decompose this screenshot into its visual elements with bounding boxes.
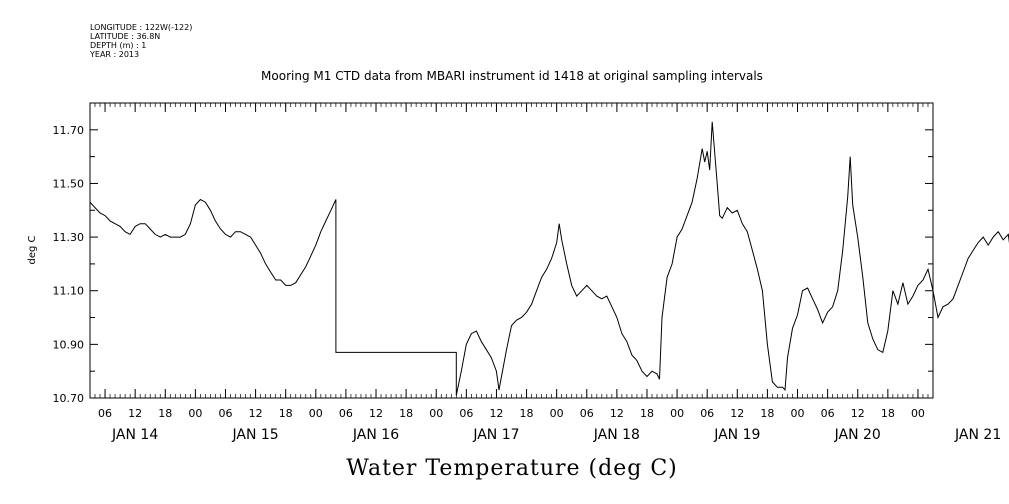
header-info: LONGITUDE : 122W(-122) LATITUDE : 36.8N … [89, 23, 192, 59]
x-hour-label: 18 [640, 407, 654, 420]
series-group [89, 121, 1009, 396]
x-hour-label: 00 [188, 407, 202, 420]
x-hour-label: 12 [489, 407, 503, 420]
x-hour-label: 00 [791, 407, 805, 420]
x-hour-label: 06 [339, 407, 353, 420]
x-axis-label: Water Temperature (deg C) [346, 456, 678, 481]
x-hour-label: 06 [700, 407, 714, 420]
x-hour-label: 18 [881, 407, 895, 420]
x-day-label: JAN 19 [713, 427, 760, 443]
header-year: YEAR : 2013 [89, 50, 139, 59]
x-hour-label: 00 [309, 407, 323, 420]
y-tick-label: 11.70 [53, 124, 85, 137]
y-tick-label: 11.50 [53, 177, 85, 190]
minor-ticks [89, 103, 934, 398]
x-hour-label: 12 [249, 407, 263, 420]
y-axis-label: deg C [27, 235, 38, 264]
x-hour-label: 12 [730, 407, 744, 420]
x-day-label: JAN 21 [954, 427, 1001, 443]
x-day-label: JAN 17 [472, 427, 519, 443]
x-hour-label: 18 [158, 407, 172, 420]
chart-title: Mooring M1 CTD data from MBARI instrumen… [261, 69, 763, 83]
x-axis: 06 12 18 00 06 12 18 00 06 12 18 00 06 12 18 00 06 12 18 00… [98, 103, 1001, 443]
series-line [89, 121, 1009, 396]
x-hour-label: 06 [98, 407, 112, 420]
x-hour-label: 06 [821, 407, 835, 420]
x-hour-label: 00 [670, 407, 684, 420]
plot-frame [89, 102, 934, 399]
x-day-label: JAN 18 [593, 427, 640, 443]
x-hour-label: 18 [520, 407, 534, 420]
x-hour-label: 00 [911, 407, 925, 420]
header-longitude: LONGITUDE : 122W(-122) [90, 23, 192, 32]
x-hour-label: 12 [369, 407, 383, 420]
x-hour-label: 12 [851, 407, 865, 420]
x-hour-label: 06 [580, 407, 594, 420]
x-hour-label: 06 [218, 407, 232, 420]
y-tick-label: 11.10 [53, 285, 85, 298]
x-hour-label: 06 [459, 407, 473, 420]
y-axis: 10.70 10.90 11.10 11.30 11.50 11.70 [53, 102, 933, 405]
y-tick-label: 11.30 [53, 231, 85, 244]
x-hour-label: 18 [399, 407, 413, 420]
header-latitude: LATITUDE : 36.8N [90, 32, 160, 41]
x-hour-label: 12 [128, 407, 142, 420]
y-tick-label: 10.90 [53, 338, 85, 351]
x-hour-label: 18 [279, 407, 293, 420]
x-day-label: JAN 20 [834, 427, 881, 443]
y-tick-label: 10.70 [53, 392, 85, 405]
x-day-label: JAN 15 [231, 427, 278, 443]
header-depth: DEPTH (m) : 1 [90, 41, 146, 50]
x-hour-label: 00 [429, 407, 443, 420]
x-day-label: JAN 14 [111, 427, 158, 443]
x-hour-label: 00 [550, 407, 564, 420]
x-day-label: JAN 16 [352, 427, 399, 443]
x-hour-label: 18 [760, 407, 774, 420]
x-hour-label: 12 [610, 407, 624, 420]
